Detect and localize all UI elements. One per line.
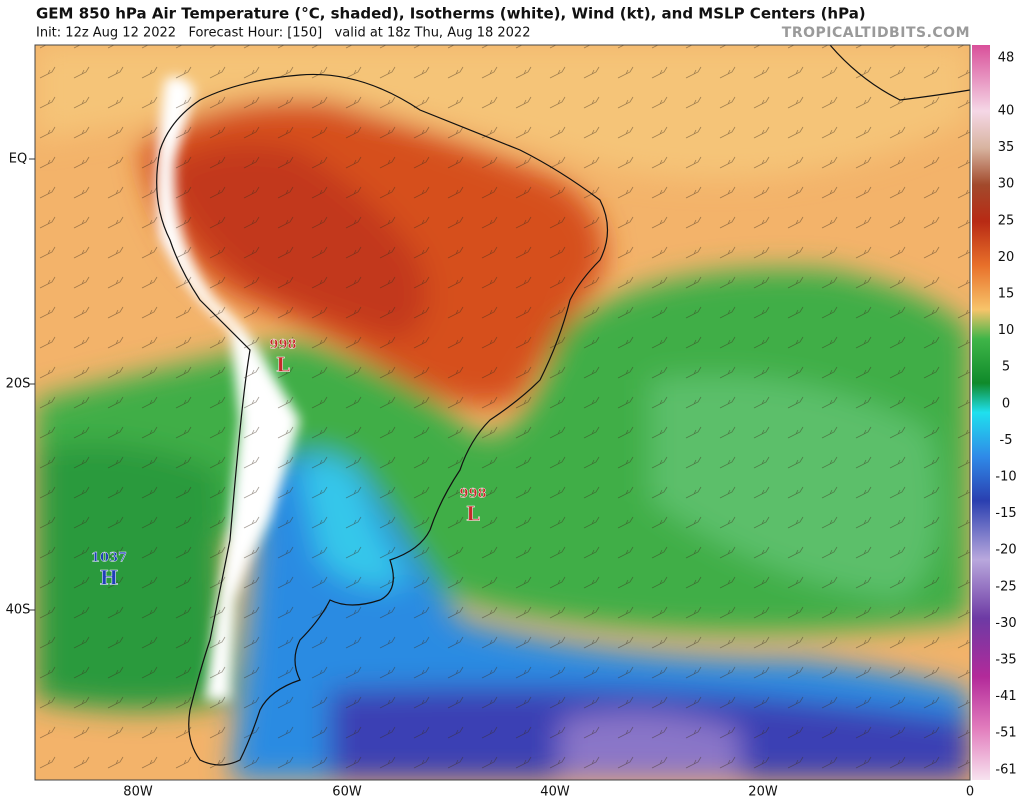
colorbar-label: -35	[995, 653, 1016, 668]
colorbar-label: 10	[998, 323, 1015, 338]
center-pressure: 998	[269, 338, 296, 353]
colorbar-label: 48	[998, 51, 1015, 66]
title: GEM 850 hPa Air Temperature (°C, shaded)…	[36, 5, 866, 23]
colorbar-label: 30	[998, 177, 1015, 192]
coastline	[156, 73, 609, 766]
center-letter: L	[276, 353, 290, 377]
lon-label: 40W	[540, 785, 570, 800]
colorbar	[972, 45, 990, 780]
colorbar-label: -10	[995, 470, 1016, 485]
center-letter: L	[466, 502, 480, 526]
colorbar-label: -51	[995, 726, 1016, 741]
colorbar-label: 15	[998, 287, 1015, 302]
center-pressure: 998	[459, 487, 486, 502]
lon-label: 60W	[332, 785, 362, 800]
labels: 48 40 35 30 25 20 15 10 5 0 -5 -10 -15 -20 -25 -30 -35 -4…	[6, 51, 1017, 800]
colorbar-label: -15	[995, 506, 1016, 521]
colorbar-label: -61	[995, 762, 1016, 777]
colorbar-label: -5	[1000, 433, 1013, 448]
map-frame	[34, 44, 971, 781]
colorbar-label: -20	[995, 543, 1016, 558]
colorbar-label: -25	[995, 579, 1016, 594]
lon-label: 0	[966, 785, 974, 800]
center-pressure: 1037	[91, 551, 127, 566]
colorbar-label: 40	[998, 104, 1015, 119]
colorbar-label: 5	[1002, 360, 1010, 375]
lon-label: 80W	[123, 785, 153, 800]
colorbar-label: 0	[1002, 396, 1010, 411]
colorbar-label: 35	[998, 140, 1015, 155]
credit: TROPICALTIDBITS.COM	[782, 25, 970, 41]
africa-coastline	[829, 45, 970, 101]
temperature-field	[35, 45, 970, 780]
lat-label: EQ	[9, 152, 27, 167]
colorbar-label: 25	[998, 213, 1015, 228]
lon-label: 20W	[748, 785, 778, 800]
lat-label: 20S	[6, 377, 31, 392]
colorbar-label: -30	[995, 616, 1016, 631]
wind-barbs	[35, 45, 970, 780]
lat-label: 40S	[6, 603, 31, 618]
colorbar-label: 20	[998, 250, 1015, 265]
center-letter: H	[100, 566, 119, 590]
colorbar-label: -41	[995, 689, 1016, 704]
subtitle: Init: 12z Aug 12 2022 Forecast Hour: [15…	[36, 26, 530, 41]
